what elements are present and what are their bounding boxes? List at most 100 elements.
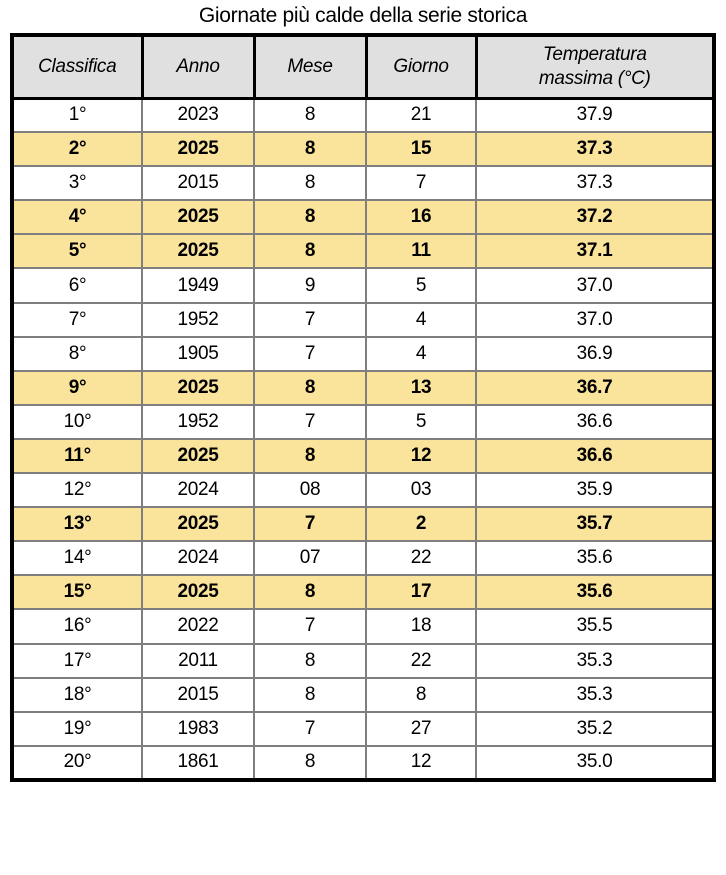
cell-temperatura-massima: 36.6: [475, 403, 715, 440]
cell-classifica: 16°: [11, 608, 143, 645]
col-header-classifica: Classifica: [10, 33, 144, 100]
table-row: 5° 2025 8 11 37.1: [11, 233, 715, 270]
cell-anno: 2025: [141, 233, 255, 270]
cell-giorno: 16: [365, 199, 477, 236]
table-row: 18° 2015 8 8 35.3: [11, 676, 715, 713]
cell-anno: 2025: [141, 506, 255, 543]
cell-giorno: 13: [365, 369, 477, 406]
cell-temperatura-massima: 37.3: [475, 165, 715, 202]
cell-mese: 8: [253, 131, 367, 168]
cell-mese: 8: [253, 642, 367, 679]
cell-mese: 07: [253, 540, 367, 577]
cell-anno: 2025: [141, 437, 255, 475]
cell-anno: 1983: [141, 710, 255, 747]
cell-mese: 08: [253, 472, 367, 509]
cell-mese: 7: [253, 335, 367, 372]
cell-classifica: 11°: [11, 437, 143, 475]
table-row: 12° 2024 08 03 35.9: [11, 472, 715, 509]
cell-mese: 7: [253, 301, 367, 338]
cell-temperatura-massima: 35.7: [475, 506, 715, 543]
cell-temperatura-massima: 37.9: [475, 96, 715, 134]
col-header-mese: Mese: [252, 33, 368, 100]
cell-giorno: 22: [365, 642, 477, 679]
cell-anno: 2025: [141, 131, 255, 168]
cell-mese: 7: [253, 506, 367, 543]
cell-giorno: 12: [365, 744, 477, 781]
cell-classifica: 5°: [11, 233, 143, 270]
cell-classifica: 13°: [11, 506, 143, 543]
cell-classifica: 20°: [11, 744, 143, 781]
hottest-days-table: Classifica Anno Mese Giorno Temperatura …: [10, 33, 716, 782]
table-row: 17° 2011 8 22 35.3: [11, 642, 715, 679]
cell-temperatura-massima: 37.0: [475, 267, 715, 304]
table-row: 10° 1952 7 5 36.6: [11, 403, 715, 440]
cell-anno: 2023: [141, 96, 255, 134]
table-row: 8° 1905 7 4 36.9: [11, 335, 715, 372]
table-row: 4° 2025 8 16 37.2: [11, 199, 715, 236]
table-row: 7° 1952 7 4 37.0: [11, 301, 715, 338]
cell-giorno: 5: [365, 403, 477, 440]
cell-anno: 2015: [141, 165, 255, 202]
cell-giorno: 17: [365, 574, 477, 611]
cell-temperatura-massima: 37.1: [475, 233, 715, 270]
cell-mese: 7: [253, 403, 367, 440]
cell-giorno: 8: [365, 676, 477, 713]
cell-giorno: 12: [365, 437, 477, 475]
cell-temperatura-massima: 37.0: [475, 301, 715, 338]
cell-giorno: 5: [365, 267, 477, 304]
cell-classifica: 8°: [11, 335, 143, 372]
cell-mese: 8: [253, 437, 367, 475]
cell-classifica: 17°: [11, 642, 143, 679]
cell-classifica: 3°: [11, 165, 143, 202]
cell-mese: 8: [253, 676, 367, 713]
cell-temperatura-massima: 35.2: [475, 710, 715, 747]
cell-anno: 2011: [141, 642, 255, 679]
cell-temperatura-massima: 35.9: [475, 472, 715, 509]
cell-classifica: 12°: [11, 472, 143, 509]
table-row: 14° 2024 07 22 35.6: [11, 540, 715, 577]
cell-classifica: 2°: [11, 131, 143, 168]
cell-giorno: 2: [365, 506, 477, 543]
table-row: 1° 2023 8 21 37.9: [11, 96, 715, 134]
cell-giorno: 18: [365, 608, 477, 645]
table-row: 13° 2025 7 2 35.7: [11, 506, 715, 543]
cell-giorno: 4: [365, 335, 477, 372]
cell-mese: 7: [253, 608, 367, 645]
cell-anno: 1949: [141, 267, 255, 304]
cell-classifica: 4°: [11, 199, 143, 236]
page-title: Giornate più calde della serie storica: [198, 4, 528, 27]
header-row: Classifica Anno Mese Giorno Temperatura …: [10, 33, 716, 100]
cell-giorno: 7: [365, 165, 477, 202]
cell-mese: 9: [253, 267, 367, 304]
cell-temperatura-massima: 35.0: [475, 744, 715, 781]
cell-classifica: 6°: [11, 267, 143, 304]
col-header-giorno: Giorno: [364, 33, 478, 100]
table-row: 11° 2025 8 12 36.6: [11, 437, 715, 475]
cell-temperatura-massima: 37.2: [475, 199, 715, 236]
cell-classifica: 18°: [11, 676, 143, 713]
cell-classifica: 10°: [11, 403, 143, 440]
cell-anno: 2022: [141, 608, 255, 645]
cell-mese: 8: [253, 233, 367, 270]
cell-anno: 1905: [141, 335, 255, 372]
cell-mese: 8: [253, 165, 367, 202]
col-header-temperatura-massima: Temperatura massima (°C): [474, 33, 716, 100]
cell-giorno: 15: [365, 131, 477, 168]
cell-mese: 8: [253, 96, 367, 134]
cell-anno: 2025: [141, 369, 255, 406]
cell-anno: 2025: [141, 199, 255, 236]
cell-temperatura-massima: 36.6: [475, 437, 715, 475]
table-row: 6° 1949 9 5 37.0: [11, 267, 715, 304]
cell-classifica: 15°: [11, 574, 143, 611]
cell-classifica: 14°: [11, 540, 143, 577]
cell-temperatura-massima: 36.7: [475, 369, 715, 406]
cell-giorno: 4: [365, 301, 477, 338]
cell-temperatura-massima: 37.3: [475, 131, 715, 168]
table-row: 16° 2022 7 18 35.5: [11, 608, 715, 645]
cell-mese: 8: [253, 744, 367, 781]
cell-anno: 2024: [141, 472, 255, 509]
cell-temperatura-massima: 36.9: [475, 335, 715, 372]
cell-classifica: 9°: [11, 369, 143, 406]
cell-mese: 8: [253, 369, 367, 406]
cell-giorno: 27: [365, 710, 477, 747]
